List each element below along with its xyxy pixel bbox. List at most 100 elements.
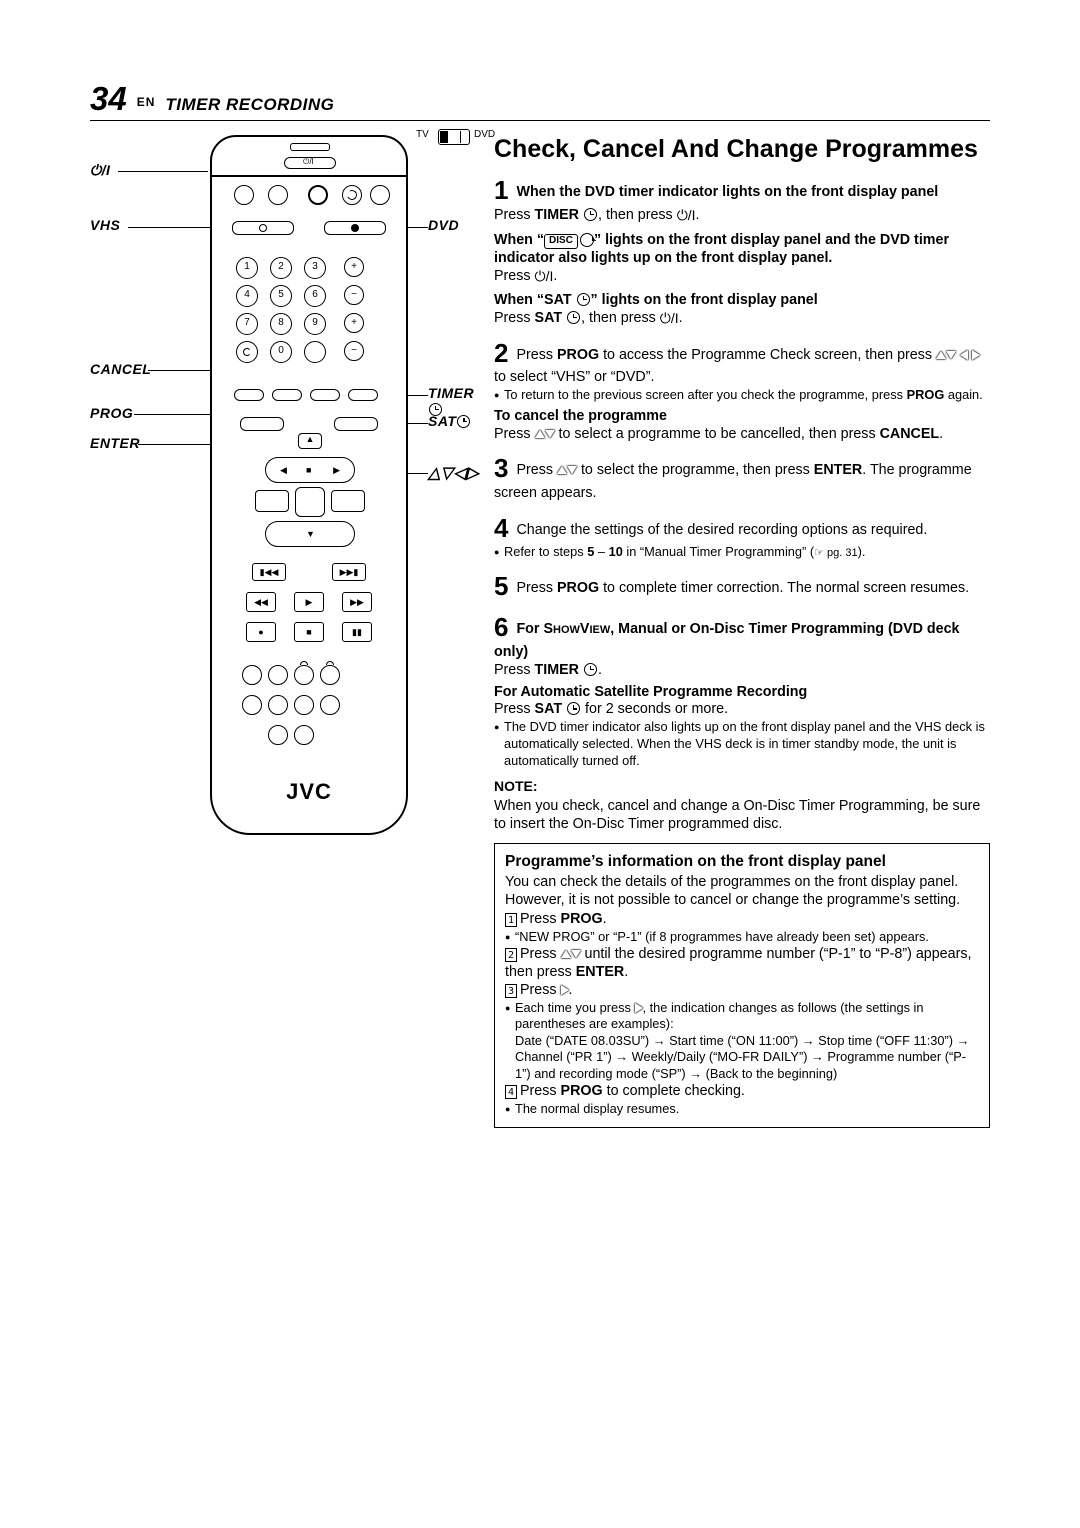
boxnum-1: 1 (505, 913, 517, 927)
tv-dvd-switch (438, 129, 470, 145)
small-button (242, 695, 262, 715)
key-6: 6 (304, 285, 326, 307)
power-button: ⏻/I (284, 157, 336, 169)
tv-switch-label: TV (416, 129, 429, 140)
key-9: 9 (304, 313, 326, 335)
up-icon (936, 351, 946, 359)
ffwd-button: ▶▶ (342, 592, 372, 612)
up-button: ▲ (298, 433, 322, 449)
brand-logo: JVC (212, 779, 406, 805)
dvd-button (324, 221, 386, 235)
play-button: ▶ (294, 592, 324, 612)
enter-label: ENTER (90, 435, 140, 451)
page-lang: EN (137, 95, 156, 109)
prog-label: PROG (90, 405, 133, 421)
small-button (268, 695, 288, 715)
key-3: 3 (304, 257, 326, 279)
rec-button: ● (246, 622, 276, 642)
small-button (268, 725, 288, 745)
key-blank (304, 341, 326, 363)
small-button (294, 695, 314, 715)
up-icon (557, 466, 567, 474)
vhs-label: VHS (90, 217, 120, 233)
clock-icon (567, 702, 580, 715)
page-section-title: TIMER RECORDING (165, 95, 334, 115)
small-button (268, 185, 288, 205)
remote-body: ⏻/I 1 2 3 + (210, 135, 408, 835)
timer-label: TIMER (428, 385, 474, 401)
step-4: 4 Change the settings of the desired rec… (494, 512, 990, 561)
step-6: 6 For SHOWVIEW, Manual or On-Disc Timer … (494, 611, 990, 769)
remote-diagram: ⏻/I VHS CANCEL PROG ENTER DVD TIMER SAT (90, 135, 480, 855)
small-button (234, 185, 254, 205)
key-4: 4 (236, 285, 258, 307)
key-7: 7 (236, 313, 258, 335)
dvd-label: DVD (428, 217, 459, 233)
auto-sat-head: For Automatic Satellite Programme Record… (494, 684, 990, 702)
direction-pad: ◀■▶ ▼ (265, 457, 355, 547)
note-head: NOTE: (494, 778, 990, 796)
small-button (294, 665, 314, 685)
page-header: 34 EN TIMER RECORDING (90, 80, 990, 121)
cancel-prog-head: To cancel the programme (494, 408, 990, 426)
right-icon (635, 1003, 643, 1013)
timer-button (272, 389, 302, 401)
pill-button (348, 389, 378, 401)
clock-icon (584, 663, 597, 676)
key-2: 2 (270, 257, 292, 279)
small-button (342, 185, 362, 205)
small-button (242, 665, 262, 685)
pause-button: ▮▮ (342, 622, 372, 642)
power-icon: ⏻/I (90, 162, 110, 179)
step-2: 2 Press PROG to access the Programme Che… (494, 337, 990, 444)
key-plus: + (344, 257, 364, 277)
step-3: 3 Press to select the programme, then pr… (494, 452, 990, 502)
enter-button (295, 487, 325, 517)
key-5: 5 (270, 285, 292, 307)
power-icon: ⏻/I (677, 207, 696, 225)
small-button (308, 185, 328, 205)
down-icon (571, 950, 581, 958)
right-icon (972, 350, 980, 360)
skip-fwd-button: ▶▶▮ (332, 563, 366, 581)
up-icon (535, 430, 545, 438)
cancel-label: CANCEL (90, 361, 151, 377)
main-heading: Check, Cancel And Change Programmes (494, 135, 990, 164)
left-icon (960, 350, 968, 360)
down-icon (946, 351, 956, 359)
cancel-button (236, 341, 258, 363)
small-button (320, 665, 340, 685)
loop-icon (580, 233, 594, 247)
vhs-button (232, 221, 294, 235)
clock-icon (457, 415, 470, 428)
info-box: Programme’s information on the front dis… (494, 843, 990, 1128)
key-1: 1 (236, 257, 258, 279)
boxnum-2: 2 (505, 948, 517, 962)
key-8: 8 (270, 313, 292, 335)
key-0: 0 (270, 341, 292, 363)
arrows-label: △▽◁▷ (428, 463, 479, 483)
small-button (370, 185, 390, 205)
key-minus2: − (344, 341, 364, 361)
small-button (294, 725, 314, 745)
dvd-switch-label: DVD (474, 129, 495, 140)
boxnum-4: 4 (505, 1085, 517, 1099)
prog-button (240, 417, 284, 431)
step-1: 1 When the DVD timer indicator lights on… (494, 174, 990, 328)
key-minus: − (344, 285, 364, 305)
power-icon: ⏻/I (535, 268, 554, 286)
down-icon (567, 466, 577, 474)
step1-head: When the DVD timer indicator lights on t… (516, 184, 938, 200)
right-icon (561, 985, 569, 995)
clock-icon (577, 293, 590, 306)
boxnum-3: 3 (505, 984, 517, 998)
power-icon: ⏻/I (660, 310, 679, 328)
ir-window-icon (290, 143, 330, 151)
step-5: 5 Press PROG to complete timer correctio… (494, 570, 990, 603)
infobox-title: Programme’s information on the front dis… (505, 852, 979, 871)
small-button (320, 695, 340, 715)
disc-icon: DISC (544, 234, 578, 249)
note-block: NOTE: When you check, cancel and change … (494, 778, 990, 833)
clock-icon (584, 208, 597, 221)
small-button (268, 665, 288, 685)
